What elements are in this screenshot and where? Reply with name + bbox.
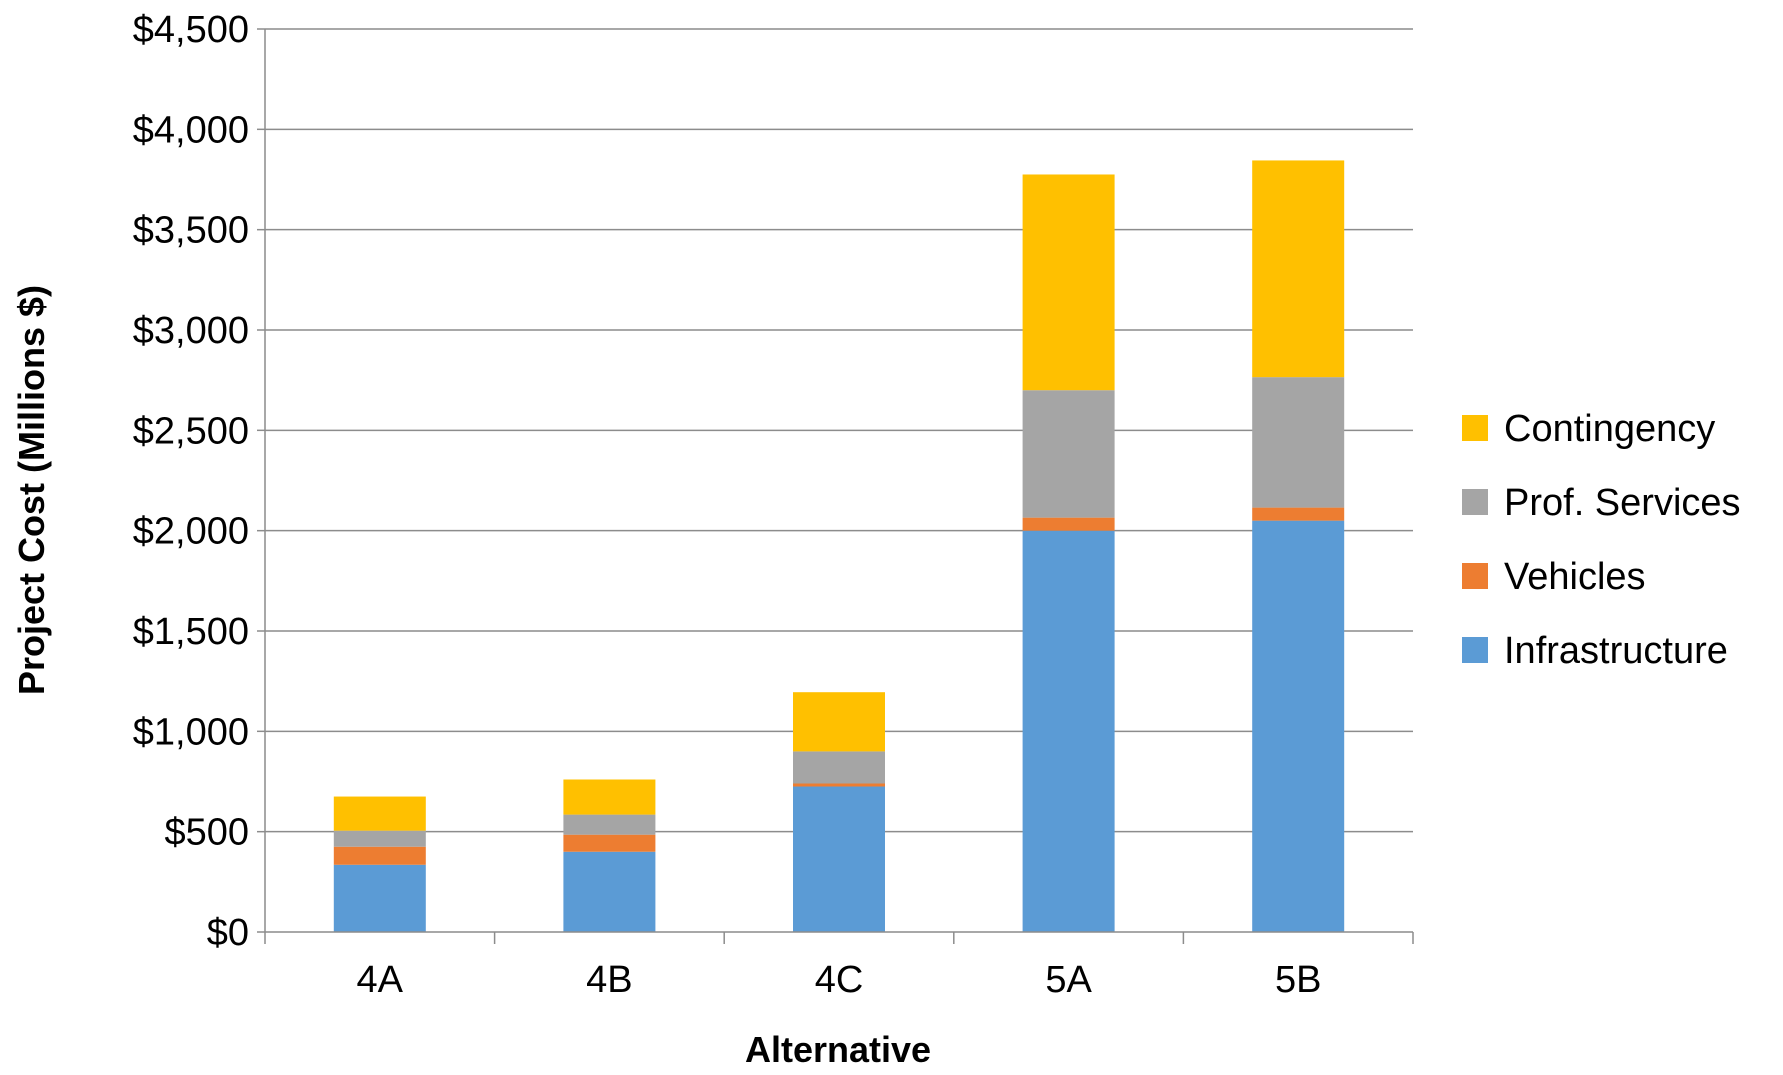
bar-4a-infrastructure bbox=[333, 864, 426, 932]
legend-label-contingency: Contingency bbox=[1504, 408, 1715, 450]
bar-5a-contingency bbox=[1022, 174, 1115, 391]
bar-5b-contingency bbox=[1252, 160, 1345, 378]
bar-4c-prof-services bbox=[793, 751, 885, 784]
bar-4b-vehicles bbox=[563, 834, 656, 852]
x-tick-label-4c: 4C bbox=[815, 959, 864, 1001]
bar-5a-infrastructure bbox=[1022, 530, 1115, 932]
legend-label-vehicles: Vehicles bbox=[1504, 556, 1646, 598]
x-tick-label-5a: 5A bbox=[1045, 959, 1092, 1001]
y-tick-label-3: $1,500 bbox=[133, 611, 249, 653]
legend-swatch-prof-services bbox=[1462, 489, 1488, 515]
y-tick-labels: $0 $500 $1,000 $1,500 $2,000 $2,500 $3,000 $3,5… bbox=[133, 9, 249, 954]
y-tick-label-8: $4,000 bbox=[133, 109, 249, 151]
y-tick-label-9: $4,500 bbox=[133, 9, 249, 51]
legend-swatch-contingency bbox=[1462, 415, 1488, 441]
bar-4b-contingency bbox=[563, 779, 656, 815]
y-tick-label-4: $2,000 bbox=[133, 511, 249, 553]
y-tick-label-7: $3,500 bbox=[133, 210, 249, 252]
x-tick-label-5b: 5B bbox=[1275, 959, 1321, 1001]
x-tick-label-4a: 4A bbox=[357, 959, 404, 1001]
bar-4c-vehicles bbox=[793, 783, 885, 787]
bar-5b-infrastructure bbox=[1252, 520, 1345, 932]
y-tick-label-6: $3,000 bbox=[133, 310, 249, 352]
bar-5b-vehicles bbox=[1252, 507, 1345, 521]
legend-label-prof-services: Prof. Services bbox=[1504, 482, 1741, 524]
bar-4a-prof-services bbox=[333, 830, 426, 847]
bar-4a-vehicles bbox=[333, 846, 426, 865]
legend-swatch-infrastructure bbox=[1462, 637, 1488, 663]
y-tick-label-5: $2,500 bbox=[133, 410, 249, 452]
bar-5a-prof-services bbox=[1022, 390, 1115, 518]
y-tick-label-1: $500 bbox=[164, 812, 249, 854]
x-axis-title: Alternative bbox=[745, 1029, 931, 1070]
bar-4b-prof-services bbox=[563, 814, 656, 835]
bar-4c-infrastructure bbox=[793, 786, 885, 932]
bar-5b-prof-services bbox=[1252, 377, 1345, 508]
y-tick-label-2: $1,000 bbox=[133, 711, 249, 753]
bar-5a-vehicles bbox=[1022, 517, 1115, 531]
bar-4a-contingency bbox=[333, 796, 426, 831]
x-tick-labels: 4A 4B 4C 5A 5B bbox=[357, 959, 1322, 1001]
x-tick-label-4b: 4B bbox=[586, 959, 632, 1001]
bars bbox=[333, 160, 1345, 932]
legend-label-infrastructure: Infrastructure bbox=[1504, 630, 1728, 672]
bar-4c-contingency bbox=[793, 692, 885, 752]
y-tick-label-0: $0 bbox=[207, 912, 249, 954]
bar-4b-infrastructure bbox=[563, 851, 656, 932]
legend: Contingency Prof. Services Vehicles Infrast… bbox=[1462, 408, 1741, 672]
legend-swatch-vehicles bbox=[1462, 563, 1488, 589]
gridlines bbox=[265, 28, 1413, 833]
y-axis-title: Project Cost (Millions $) bbox=[11, 285, 52, 695]
axes bbox=[257, 28, 1414, 944]
